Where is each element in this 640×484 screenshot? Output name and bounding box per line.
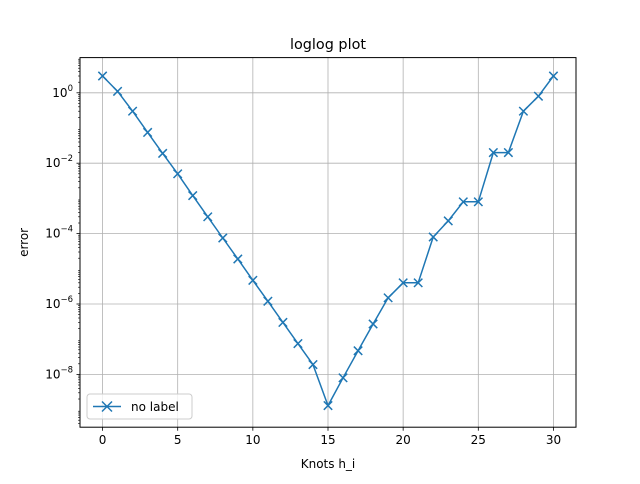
data-point-marker [112,86,123,97]
x-tick-label: 30 [546,433,561,447]
data-point-marker [533,91,544,101]
x-tick-label: 10 [245,433,260,447]
data-point-marker [443,216,453,226]
y-tick-label: 10−2 [45,154,73,170]
data-point-marker [248,275,258,286]
data-point-marker [308,359,318,370]
data-point-marker [218,233,228,243]
y-tick-label: 10−6 [45,295,73,311]
y-tick-label: 100 [52,84,73,100]
x-axis-label: Knots h_i [301,457,356,471]
x-tick-label: 5 [174,433,182,447]
axis-ticks: 0 5 10 15 20 25 30 100 10−2 10−4 10−6 10−8 [45,58,561,447]
x-tick-label: 0 [99,433,107,447]
data-point-marker [503,147,514,158]
data-point-marker [203,212,213,222]
data-point-marker [383,293,393,303]
data-point-marker [157,148,168,159]
data-point-marker [278,317,288,328]
data-point-marker [233,254,243,264]
data-point-marker [518,106,529,116]
data-point-marker [97,71,108,81]
data-point-marker [323,400,333,411]
x-tick-label: 20 [396,433,411,447]
series-layer [97,71,559,411]
data-point-marker [127,106,138,116]
legend: no label [86,393,193,420]
data-point-marker [368,319,378,329]
data-point-marker [172,169,183,179]
data-point-marker [263,296,273,306]
y-tick-label: 10−4 [45,225,73,241]
data-point-marker [548,71,559,81]
data-point-marker [293,338,303,349]
legend-marker-swatch [101,400,113,413]
data-point-marker [473,197,484,207]
data-point-marker [458,197,469,207]
data-point-marker [398,278,408,288]
x-tick-label: 25 [471,433,486,447]
y-tick-label: 10−8 [45,365,73,381]
data-point-marker [338,373,348,383]
legend-label: no label [131,400,179,414]
data-point-marker [413,278,423,288]
data-point-marker [488,147,499,158]
legend-box [86,393,193,420]
y-axis-label: error [17,228,31,257]
chart-title: loglog plot [290,37,366,53]
data-point-marker [353,346,363,356]
data-point-marker [142,127,153,138]
data-point-marker [187,190,198,201]
grid [80,57,576,428]
x-tick-label: 15 [320,433,335,447]
data-point-marker [428,232,438,242]
